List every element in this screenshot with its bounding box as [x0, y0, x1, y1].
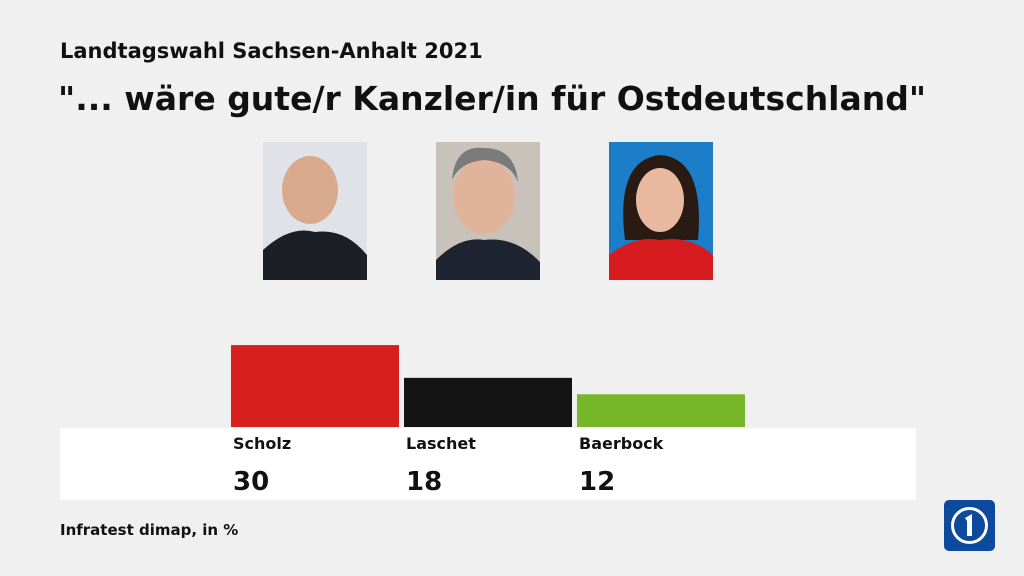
portrait: [436, 142, 540, 280]
value-label: 30: [233, 467, 269, 497]
bar: [577, 394, 745, 427]
category-label: Laschet: [406, 434, 476, 453]
chart-subtitle: Landtagswahl Sachsen-Anhalt 2021: [60, 39, 483, 63]
portrait: [609, 142, 713, 280]
portraits: [263, 142, 713, 280]
category-label: Scholz: [233, 434, 291, 453]
source-note: Infratest dimap, in %: [60, 521, 238, 539]
portrait: [263, 142, 367, 280]
bar: [404, 377, 572, 427]
value-label: 12: [579, 467, 615, 497]
label-panel: [60, 428, 916, 500]
category-label: Baerbock: [579, 434, 664, 453]
bar: [231, 345, 399, 427]
value-label: 18: [406, 467, 442, 497]
chart-title: "... wäre gute/r Kanzler/in für Ostdeuts…: [58, 79, 926, 118]
logo: [944, 500, 995, 551]
